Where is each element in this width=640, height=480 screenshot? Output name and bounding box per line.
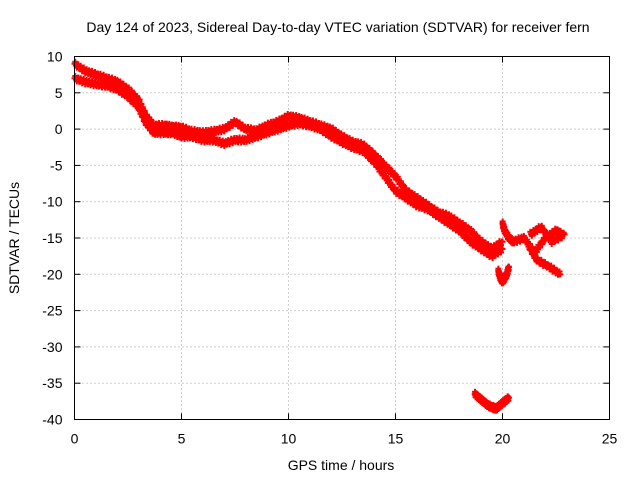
y-tick-label: -40 xyxy=(42,412,62,428)
chart-title: Day 124 of 2023, Sidereal Day-to-day VTE… xyxy=(86,19,589,35)
y-tick-label: -5 xyxy=(50,157,63,173)
y-tick-label: 10 xyxy=(47,49,63,65)
y-tick-label: -10 xyxy=(42,194,62,210)
x-tick-label: 25 xyxy=(602,431,618,447)
x-tick-label: 0 xyxy=(71,431,79,447)
x-tick-label: 10 xyxy=(281,431,297,447)
x-tick-label: 5 xyxy=(178,431,186,447)
y-tick-label: -20 xyxy=(42,266,62,282)
x-tick-label: 15 xyxy=(388,431,404,447)
y-tick-label: -15 xyxy=(42,230,62,246)
series-main-track-lower xyxy=(71,73,506,262)
data-layer xyxy=(71,58,568,414)
y-axis-label: SDTVAR / TECUs xyxy=(6,182,22,294)
y-tick-label: -35 xyxy=(42,375,62,391)
axis-layer: 0 5 10 15 20 25 10 5 0 -5 -10 -15 -20 -25 -30 -35 -40 xyxy=(42,49,617,447)
y-tick-label: 0 xyxy=(55,121,63,137)
x-axis-label: GPS time / hours xyxy=(288,457,395,473)
series-late-dip xyxy=(495,263,512,287)
series-late-cluster xyxy=(499,218,568,278)
grid-layer xyxy=(74,56,610,420)
series-outlier-arc xyxy=(471,388,512,414)
y-tick-label: 5 xyxy=(55,85,63,101)
x-tick-label: 20 xyxy=(495,431,511,447)
y-tick-label: -25 xyxy=(42,303,62,319)
y-tick-label: -30 xyxy=(42,339,62,355)
